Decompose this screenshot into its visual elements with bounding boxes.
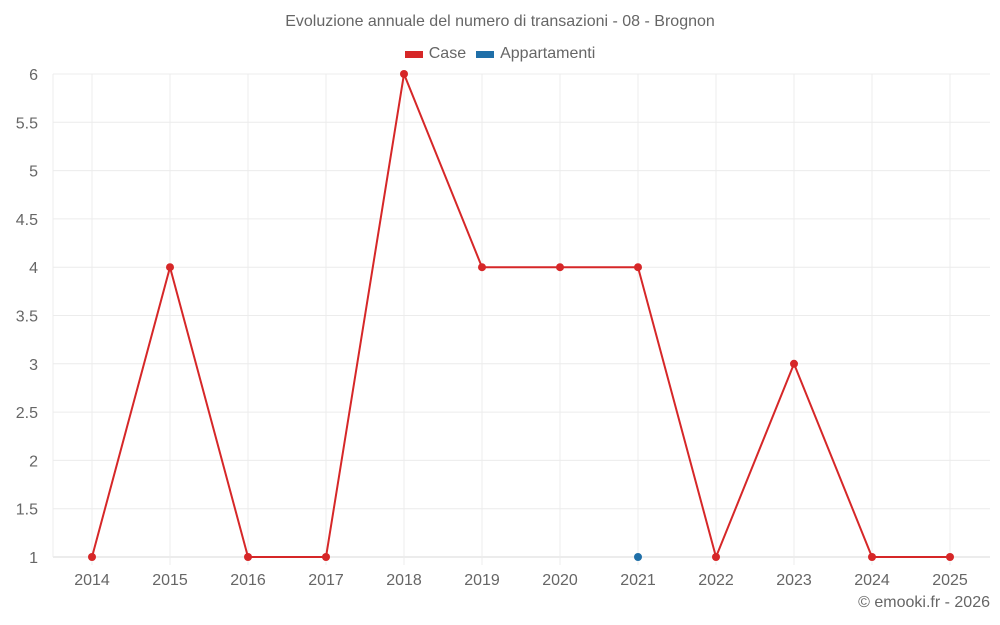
y-tick-label: 4.5 (16, 212, 38, 229)
y-tick-label: 4 (29, 260, 38, 277)
x-tick-label: 2017 (308, 572, 344, 589)
data-point-case[interactable] (634, 263, 642, 272)
x-tick-label: 2025 (932, 572, 968, 589)
credit-text: © emooki.fr - 2026 (858, 594, 990, 611)
y-tick-label: 1.5 (16, 502, 38, 519)
data-point-case[interactable] (166, 263, 174, 272)
data-point-case[interactable] (88, 553, 96, 561)
data-point-case[interactable] (244, 553, 252, 561)
y-tick-label: 5 (29, 164, 38, 181)
x-tick-label: 2021 (620, 572, 656, 589)
y-tick-label: 2 (29, 453, 38, 470)
legend-swatch-case (404, 50, 423, 58)
legend-item-case[interactable]: Case (404, 45, 467, 63)
x-tick-label: 2023 (776, 572, 812, 589)
y-tick-label: 6 (29, 67, 38, 84)
data-point-case[interactable] (712, 553, 720, 561)
x-tick-label: 2022 (698, 572, 734, 589)
x-tick-label: 2016 (230, 572, 266, 589)
y-tick-label: 5.5 (16, 115, 38, 132)
data-point-case[interactable] (868, 553, 876, 561)
x-tick-label: 2018 (386, 572, 422, 589)
data-point-case[interactable] (400, 70, 408, 78)
x-tick-label: 2024 (854, 572, 890, 589)
data-point-case[interactable] (556, 263, 564, 272)
chart-title: Evoluzione annuale del numero di transaz… (285, 13, 715, 30)
x-tick-label: 2014 (74, 572, 110, 589)
y-tick-label: 3 (29, 357, 38, 374)
series-line-case (91, 70, 950, 561)
legend-item-appartamenti[interactable]: Appartamenti (476, 45, 595, 63)
y-tick-label: 1 (29, 550, 38, 567)
data-point-case[interactable] (790, 359, 798, 368)
legend-label-appartamenti: Appartamenti (500, 45, 596, 62)
legend-label-case: Case (428, 45, 467, 62)
x-tick-label: 2015 (152, 572, 188, 589)
legend: Case Appartamenti (0, 45, 1000, 63)
x-tick-label: 2020 (542, 572, 578, 589)
data-point-case[interactable] (322, 553, 330, 561)
legend-swatch-appartamenti (476, 50, 495, 58)
x-tick-label: 2019 (464, 572, 500, 589)
data-point-appartamenti[interactable] (634, 553, 642, 561)
y-tick-label: 3.5 (16, 309, 38, 326)
y-tick-label: 2.5 (16, 405, 38, 422)
data-point-case[interactable] (946, 553, 954, 561)
data-point-case[interactable] (478, 263, 486, 272)
